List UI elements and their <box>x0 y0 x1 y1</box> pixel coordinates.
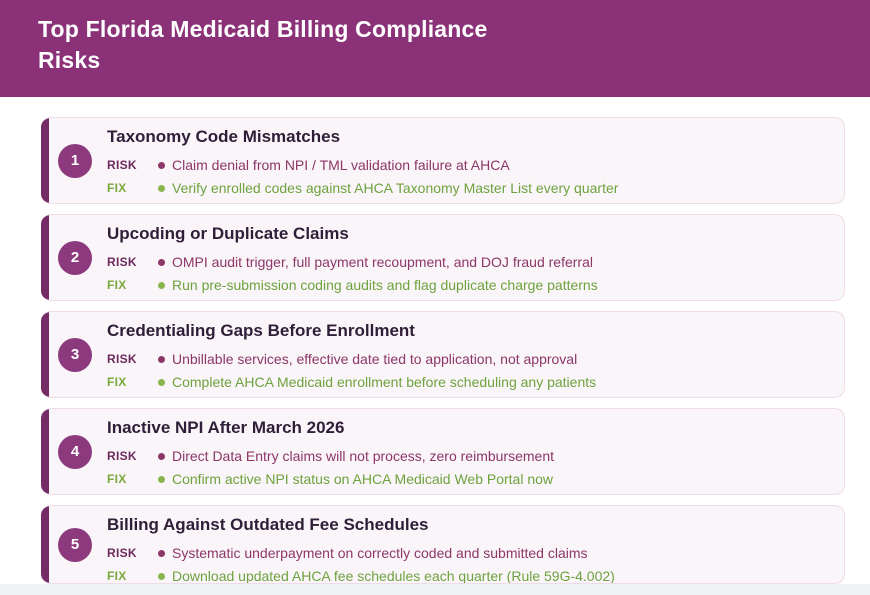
risk-row: RISK OMPI audit trigger, full payment re… <box>107 254 844 271</box>
bullet-icon <box>158 162 165 169</box>
risk-text: Systematic underpayment on correctly cod… <box>172 545 588 561</box>
bullet-icon <box>158 185 165 192</box>
bullet-icon <box>158 356 165 363</box>
fix-text: Verify enrolled codes against AHCA Taxon… <box>172 180 619 196</box>
card-content: Inactive NPI After March 2026 RISK Direc… <box>107 409 844 494</box>
card-accent-bar <box>41 506 49 583</box>
fix-row: FIX Download updated AHCA fee schedules … <box>107 568 844 584</box>
item-number: 3 <box>70 346 80 363</box>
item-number: 2 <box>70 249 80 266</box>
card-title: Billing Against Outdated Fee Schedules <box>107 515 429 534</box>
risk-row: RISK Systematic underpayment on correctl… <box>107 545 844 562</box>
item-number-badge: 3 <box>58 337 92 372</box>
risk-row: RISK Direct Data Entry claims will not p… <box>107 448 844 465</box>
fix-label: FIX <box>107 278 127 292</box>
item-number-badge: 4 <box>58 434 92 469</box>
item-number: 5 <box>70 536 80 553</box>
bullet-icon <box>158 453 165 460</box>
risk-card: 2 Upcoding or Duplicate Claims RISK OMPI… <box>41 214 845 301</box>
fix-text: Complete AHCA Medicaid enrollment before… <box>172 374 597 390</box>
risk-card: 5 Billing Against Outdated Fee Schedules… <box>41 505 845 584</box>
fix-label: FIX <box>107 375 127 389</box>
fix-text: Confirm active NPI status on AHCA Medica… <box>172 471 554 487</box>
item-number: 4 <box>70 443 80 460</box>
card-accent-bar <box>41 215 49 300</box>
card-title: Credentialing Gaps Before Enrollment <box>107 321 415 340</box>
fix-row: FIX Complete AHCA Medicaid enrollment be… <box>107 374 844 391</box>
risk-text: Direct Data Entry claims will not proces… <box>172 448 555 464</box>
card-content: Credentialing Gaps Before Enrollment RIS… <box>107 312 844 397</box>
fix-row: FIX Run pre-submission coding audits and… <box>107 277 844 294</box>
risk-label: RISK <box>107 158 137 172</box>
risk-row: RISK Claim denial from NPI / TML validat… <box>107 157 844 174</box>
risk-card: 3 Credentialing Gaps Before Enrollment R… <box>41 311 845 398</box>
page-title: Top Florida Medicaid Billing Compliance … <box>38 16 488 73</box>
risk-label: RISK <box>107 255 137 269</box>
bullet-icon <box>158 573 165 580</box>
bullet-icon <box>158 282 165 289</box>
risk-list: 1 Taxonomy Code Mismatches RISK Claim de… <box>0 97 870 584</box>
risk-text: Claim denial from NPI / TML validation f… <box>172 157 510 173</box>
fix-label: FIX <box>107 569 127 583</box>
fix-row: FIX Verify enrolled codes against AHCA T… <box>107 180 844 197</box>
risk-label: RISK <box>107 449 137 463</box>
card-content: Billing Against Outdated Fee Schedules R… <box>107 506 844 583</box>
bullet-icon <box>158 550 165 557</box>
card-accent-bar <box>41 312 49 397</box>
risk-label: RISK <box>107 546 137 560</box>
bullet-icon <box>158 476 165 483</box>
card-title: Inactive NPI After March 2026 <box>107 418 345 437</box>
card-accent-bar <box>41 118 49 203</box>
fix-text: Download updated AHCA fee schedules each… <box>172 568 615 584</box>
risk-text: OMPI audit trigger, full payment recoupm… <box>172 254 593 270</box>
risk-row: RISK Unbillable services, effective date… <box>107 351 844 368</box>
item-number: 1 <box>70 152 80 169</box>
item-number-badge: 5 <box>58 527 92 562</box>
risk-card: 1 Taxonomy Code Mismatches RISK Claim de… <box>41 117 845 204</box>
risk-label: RISK <box>107 352 137 366</box>
card-title: Upcoding or Duplicate Claims <box>107 224 349 243</box>
card-title: Taxonomy Code Mismatches <box>107 127 341 146</box>
risk-text: Unbillable services, effective date tied… <box>172 351 578 367</box>
fix-row: FIX Confirm active NPI status on AHCA Me… <box>107 471 844 488</box>
fix-label: FIX <box>107 181 127 195</box>
footer-strip <box>0 584 870 595</box>
bullet-icon <box>158 259 165 266</box>
page-header: Top Florida Medicaid Billing Compliance … <box>0 0 870 97</box>
bullet-icon <box>158 379 165 386</box>
card-content: Upcoding or Duplicate Claims RISK OMPI a… <box>107 215 844 300</box>
fix-label: FIX <box>107 472 127 486</box>
risk-card: 4 Inactive NPI After March 2026 RISK Dir… <box>41 408 845 495</box>
card-content: Taxonomy Code Mismatches RISK Claim deni… <box>107 118 844 203</box>
card-accent-bar <box>41 409 49 494</box>
item-number-badge: 2 <box>58 240 92 275</box>
fix-text: Run pre-submission coding audits and fla… <box>172 277 598 293</box>
item-number-badge: 1 <box>58 143 92 178</box>
